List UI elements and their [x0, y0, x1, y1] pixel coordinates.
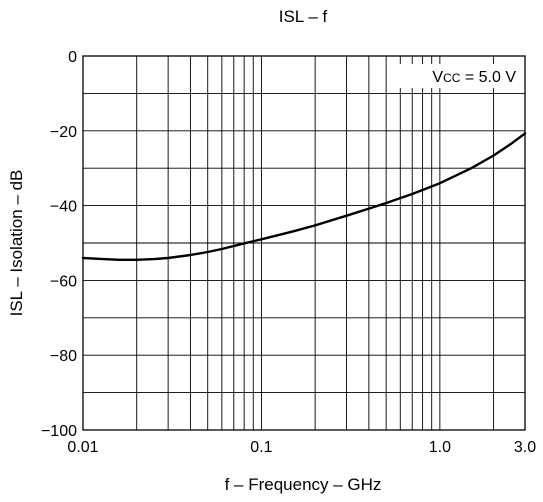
y-tick-label: −60	[50, 273, 77, 290]
annotation-subscript: CC	[443, 71, 461, 85]
annotation-text: VCC = 5.0 V	[432, 69, 516, 86]
x-tick-label: 0.1	[250, 439, 272, 456]
chart-title: ISL – f	[279, 7, 328, 26]
plot-frame	[82, 55, 526, 431]
isolation-curve	[81, 132, 527, 261]
annotation-value: = 5.0 V	[460, 69, 516, 86]
y-tick-label: −40	[50, 199, 77, 216]
y-tick-label: 0	[68, 49, 77, 66]
series-layer	[81, 132, 527, 261]
annotation-v: V	[432, 69, 443, 86]
x-tick-label: 3.0	[514, 439, 536, 456]
y-axis-label: ISL – Isolation – dB	[7, 170, 26, 317]
grid-lines	[83, 56, 525, 430]
y-tick-labels: 0 −20 −40 −60 −80 −100	[41, 49, 77, 440]
y-tick-label: −80	[50, 348, 77, 365]
x-tick-label: 0.01	[67, 439, 98, 456]
x-tick-label: 1.0	[429, 439, 451, 456]
vcc-annotation: VCC = 5.0 V	[398, 64, 520, 88]
y-tick-label: −20	[50, 124, 77, 141]
x-axis-label: f – Frequency – GHz	[225, 475, 382, 494]
x-tick-labels: 0.01 0.1 1.0 3.0	[67, 439, 536, 456]
y-tick-label: −100	[41, 423, 77, 440]
annotation-box	[398, 64, 520, 88]
